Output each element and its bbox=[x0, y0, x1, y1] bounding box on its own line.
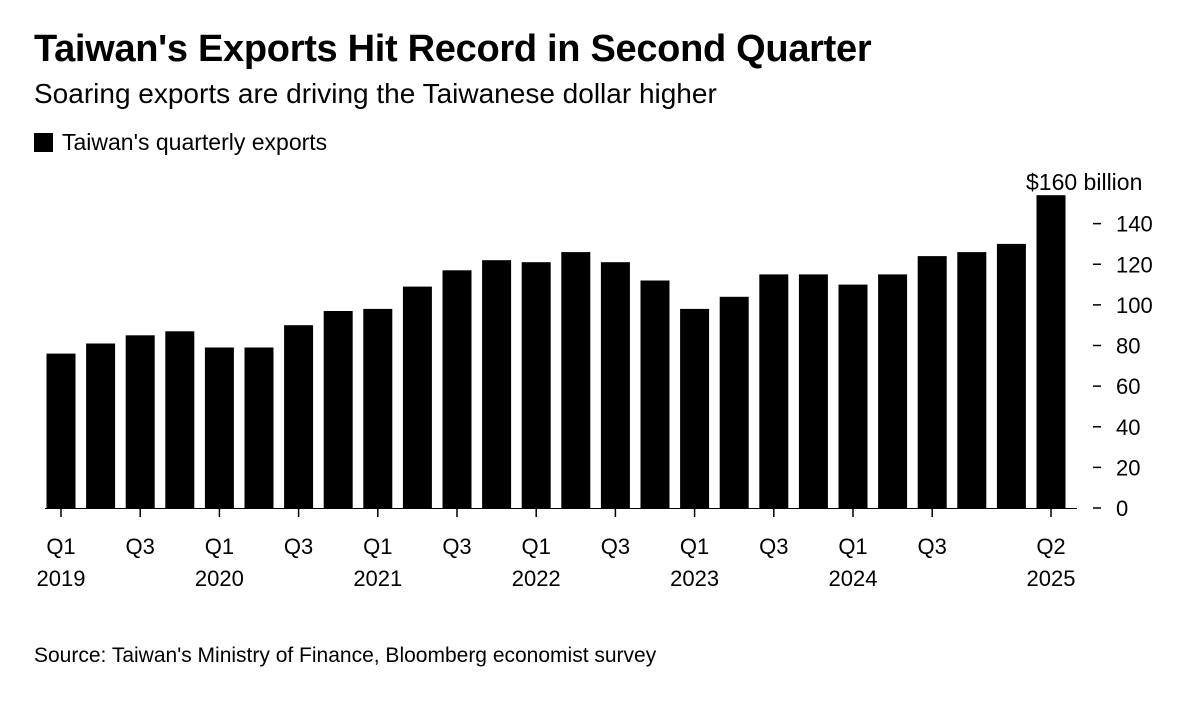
bar-q3-2022 bbox=[600, 262, 630, 508]
x-tick-label-quarter: Q1 bbox=[522, 534, 551, 559]
x-tick-label-year: 2024 bbox=[829, 566, 878, 591]
bar-q4-2021 bbox=[482, 260, 512, 508]
y-tick-label: 60 bbox=[1116, 374, 1140, 399]
x-tick-label-year: 2025 bbox=[1027, 566, 1076, 591]
y-tick-label: 100 bbox=[1116, 293, 1153, 318]
bar-q1-2020 bbox=[204, 347, 234, 508]
bar-q2-2019 bbox=[86, 343, 116, 508]
y-tick-label: 120 bbox=[1116, 252, 1153, 277]
bar-q1-2019 bbox=[46, 353, 76, 508]
bar-q3-2023 bbox=[759, 274, 789, 508]
chart-subtitle: Soaring exports are driving the Taiwanes… bbox=[34, 78, 717, 109]
bar-q4-2024 bbox=[957, 252, 987, 508]
bar-q2-2023 bbox=[719, 296, 749, 509]
x-tick-label-year: 2023 bbox=[670, 566, 719, 591]
x-tick-label-quarter: Q3 bbox=[442, 534, 471, 559]
y-tick-label: 40 bbox=[1116, 415, 1140, 440]
x-axis: Q1 2019 Q3 Q1 2020 Q3 Q1 2021 Q3 Q1 2022 Q3 Q1 2023 Q3… bbox=[37, 508, 1077, 591]
legend-label: Taiwan's quarterly exports bbox=[62, 129, 328, 155]
bar-q1-2021 bbox=[363, 308, 393, 508]
bar-q2-2021 bbox=[402, 286, 432, 508]
legend-swatch bbox=[34, 133, 53, 152]
bar-q1-2022 bbox=[521, 262, 551, 508]
x-tick-label-quarter: Q1 bbox=[46, 534, 75, 559]
bar-q2-2022 bbox=[561, 252, 591, 508]
x-tick-label-year: 2019 bbox=[37, 566, 86, 591]
x-tick-label-quarter: Q1 bbox=[205, 534, 234, 559]
x-tick-label-quarter: Q2 bbox=[1036, 534, 1065, 559]
x-tick-label-year: 2022 bbox=[512, 566, 561, 591]
x-tick-label-year: 2020 bbox=[195, 566, 244, 591]
y-tick-label: 80 bbox=[1116, 334, 1140, 359]
bar-q2-2024 bbox=[878, 274, 908, 508]
y-axis-unit-label: $160 billion bbox=[1026, 169, 1143, 195]
source-note: Source: Taiwan's Ministry of Finance, Bl… bbox=[34, 644, 657, 667]
x-tick-label-quarter: Q1 bbox=[680, 534, 709, 559]
bar-q1-2024 bbox=[838, 284, 868, 508]
bar-q2-2025 bbox=[1036, 195, 1066, 508]
bar-q3-2020 bbox=[284, 325, 314, 508]
bars-group bbox=[46, 195, 1066, 509]
y-axis: 0 20 40 60 80 100 120 140 bbox=[1093, 212, 1153, 521]
x-tick-label-year: 2021 bbox=[353, 566, 402, 591]
bar-q4-2023 bbox=[798, 274, 828, 508]
bar-q3-2019 bbox=[125, 335, 155, 508]
bar-q3-2024 bbox=[917, 256, 947, 508]
x-tick-label-quarter: Q1 bbox=[363, 534, 392, 559]
y-tick-label: 20 bbox=[1116, 455, 1140, 480]
bar-q2-2020 bbox=[244, 347, 274, 508]
bar-q1-2025 bbox=[996, 243, 1026, 508]
x-tick-label-quarter: Q3 bbox=[759, 534, 788, 559]
x-tick-label-quarter: Q3 bbox=[918, 534, 947, 559]
x-tick-label-quarter: Q3 bbox=[284, 534, 313, 559]
x-tick-label-quarter: Q3 bbox=[126, 534, 155, 559]
x-tick-label-quarter: Q1 bbox=[838, 534, 867, 559]
bar-q1-2023 bbox=[680, 308, 710, 508]
bar-q4-2020 bbox=[323, 311, 353, 508]
bar-q3-2021 bbox=[442, 270, 472, 508]
y-tick-label: 140 bbox=[1116, 212, 1153, 237]
bar-q4-2019 bbox=[165, 331, 195, 508]
x-tick-label-quarter: Q3 bbox=[601, 534, 630, 559]
chart-title: Taiwan's Exports Hit Record in Second Qu… bbox=[34, 28, 872, 70]
legend: Taiwan's quarterly exports bbox=[34, 129, 327, 156]
bar-q4-2022 bbox=[640, 280, 670, 508]
y-tick-label: 0 bbox=[1116, 496, 1128, 521]
